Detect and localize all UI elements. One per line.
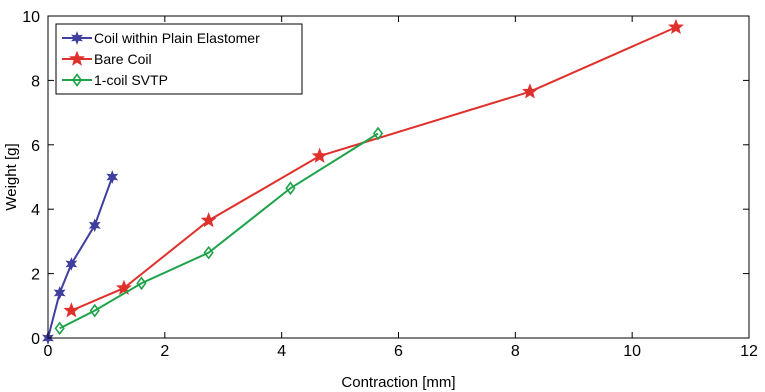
diamond-marker — [54, 321, 65, 336]
legend-label: Coil within Plain Elastomer — [94, 30, 260, 46]
star-marker — [200, 212, 217, 228]
legend-label: 1-coil SVTP — [94, 72, 168, 88]
legend-marker — [71, 73, 83, 87]
x-tick-label: 4 — [277, 343, 286, 360]
y-tick-label: 8 — [31, 73, 40, 90]
y-tick-label: 0 — [31, 331, 40, 348]
asterisk-marker — [65, 257, 78, 271]
diamond-marker — [71, 73, 83, 87]
legend-marker — [71, 31, 83, 45]
asterisk-marker — [53, 286, 66, 300]
x-tick-label: 6 — [394, 343, 403, 360]
legend-box — [55, 23, 303, 95]
diamond-marker — [285, 181, 296, 196]
series-2 — [63, 18, 684, 318]
y-tick-label: 4 — [31, 202, 40, 219]
star-marker — [521, 83, 538, 99]
plot-area — [42, 18, 684, 345]
diamond-marker — [203, 245, 214, 260]
legend-entry: 1-coil SVTP — [62, 72, 168, 88]
legend-entry: Coil within Plain Elastomer — [62, 30, 260, 46]
data-point — [106, 170, 119, 184]
diamond-marker — [372, 126, 384, 141]
data-point — [53, 286, 66, 300]
diamond-marker — [89, 303, 100, 318]
data-point — [285, 181, 296, 196]
data-point — [372, 126, 384, 141]
data-point — [203, 245, 214, 260]
legend-entry: Bare Coil — [62, 50, 152, 67]
data-point — [65, 257, 78, 271]
series-line — [70, 26, 677, 312]
y-tick-label: 2 — [31, 267, 40, 284]
x-tick-label: 10 — [623, 343, 641, 360]
star-marker — [667, 18, 684, 35]
data-point — [136, 276, 147, 291]
y-tick-label: 10 — [22, 9, 40, 26]
data-point — [63, 302, 80, 318]
star-marker — [311, 147, 328, 163]
data-point — [89, 303, 100, 318]
series-line — [47, 176, 114, 339]
data-point — [311, 147, 328, 163]
data-point — [521, 83, 538, 99]
data-point — [667, 18, 684, 35]
x-tick-label: 8 — [511, 343, 520, 360]
x-tick-label: 2 — [160, 343, 169, 360]
legend-marker — [69, 50, 85, 66]
asterisk-marker — [71, 31, 83, 45]
diamond-marker — [136, 276, 147, 291]
star-marker — [63, 302, 80, 318]
asterisk-marker — [106, 170, 119, 184]
data-point — [88, 218, 101, 233]
star-marker — [115, 279, 132, 295]
x-tick-label: 12 — [740, 343, 758, 360]
data-point — [200, 212, 217, 228]
star-marker — [69, 50, 85, 66]
series-3 — [54, 126, 384, 336]
asterisk-marker — [88, 218, 101, 233]
legend-label: Bare Coil — [94, 51, 152, 67]
y-tick-label: 6 — [31, 138, 40, 155]
x-tick-label: 0 — [44, 343, 53, 360]
data-point — [115, 279, 132, 295]
series-line — [59, 132, 379, 330]
legend: Coil within Plain Elastomer Bare Coil 1-co… — [55, 23, 303, 95]
data-point — [54, 321, 65, 336]
y-axis-title: Weight [g] — [3, 143, 20, 210]
axes: 0 2 4 6 8 10 12 0 2 4 6 8 10 — [22, 9, 758, 360]
x-axis-title: Contraction [mm] — [341, 374, 455, 391]
